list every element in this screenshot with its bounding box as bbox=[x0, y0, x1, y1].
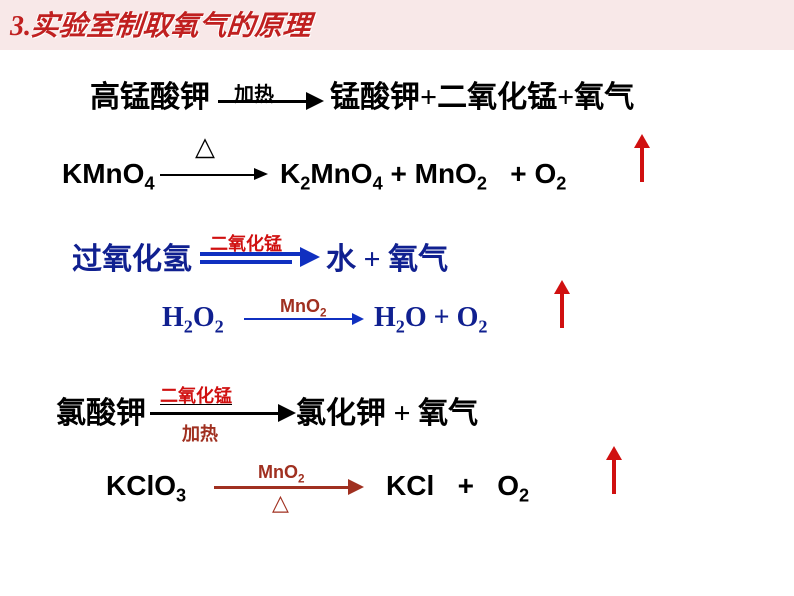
r3-arrow-f-line bbox=[214, 486, 352, 489]
r3-arrow-f-head bbox=[348, 479, 364, 495]
r3-condition-formula: MnO2 bbox=[258, 462, 305, 483]
r3-products-cn: 氯化钾 + 氧气 bbox=[296, 388, 478, 432]
r3-products-formula: KCl + O2 bbox=[386, 470, 529, 502]
plus: + bbox=[434, 470, 497, 501]
r2-condition-formula: MnO2 bbox=[280, 296, 327, 317]
text: MnO bbox=[415, 158, 477, 189]
text: O bbox=[193, 302, 215, 333]
r2-arrow-cn-line1 bbox=[200, 252, 304, 256]
sub: 4 bbox=[373, 174, 383, 194]
section-header: 3.实验室制取氧气的原理 bbox=[0, 0, 794, 50]
plus: + bbox=[427, 302, 457, 333]
r3-triangle-icon: △ bbox=[272, 492, 289, 514]
r2-products-cn: 水 + 氧气 bbox=[326, 234, 448, 278]
sub: 2 bbox=[556, 174, 566, 194]
r1-arrow-f-line bbox=[160, 174, 256, 176]
r3-gas-up-arrow-icon bbox=[612, 458, 616, 494]
sub: 2 bbox=[184, 317, 193, 337]
sub: 2 bbox=[477, 174, 487, 194]
sub: 2 bbox=[519, 486, 529, 506]
text: K bbox=[280, 158, 300, 189]
r3-condition-top: 二氧化锰 bbox=[160, 382, 232, 408]
r1-reactant-cn: 高锰酸钾 bbox=[90, 72, 210, 116]
r2-arrow-f-line bbox=[244, 318, 354, 320]
r2-reactant-cn: 过氧化氢 bbox=[72, 234, 192, 278]
r1-gas-up-arrow-icon bbox=[640, 146, 644, 182]
text: MnO bbox=[310, 158, 372, 189]
text: KClO bbox=[106, 470, 176, 501]
r2-arrow-f-head bbox=[352, 313, 364, 325]
r1-arrow-f-head bbox=[254, 168, 268, 180]
r1-arrow-cn-line bbox=[218, 100, 308, 103]
r3-reactant-formula: KClO3 bbox=[106, 470, 186, 502]
r2-gas-up-arrow-icon bbox=[560, 292, 564, 328]
slide-content: 高锰酸钾 加热 锰酸钾+二氧化锰+氧气 KMnO4 △ K2MnO4 + MnO… bbox=[0, 50, 794, 596]
text: O bbox=[497, 470, 519, 501]
text: MnO bbox=[280, 296, 320, 316]
r2-arrow-cn-head bbox=[300, 247, 320, 267]
text: KCl bbox=[386, 470, 434, 501]
sub: 2 bbox=[300, 174, 310, 194]
r1-reactant-formula: KMnO4 bbox=[62, 158, 155, 190]
r1-products-cn: 锰酸钾+二氧化锰+氧气 bbox=[330, 72, 634, 116]
text: O bbox=[457, 302, 479, 333]
r1-triangle-icon: △ bbox=[195, 134, 215, 160]
section-number: 3. bbox=[10, 11, 31, 42]
plus: + bbox=[383, 158, 415, 189]
sub: 2 bbox=[478, 317, 487, 337]
r1-arrow-cn-head bbox=[306, 92, 324, 110]
text: O bbox=[405, 302, 427, 333]
r3-arrow-cn-head bbox=[278, 404, 296, 422]
r2-arrow-cn-line2 bbox=[200, 260, 292, 264]
sub: 4 bbox=[144, 174, 154, 194]
text: H bbox=[374, 302, 396, 333]
r3-condition-bottom: 加热 bbox=[182, 420, 218, 446]
plus: + bbox=[503, 158, 535, 189]
r1-products-formula: K2MnO4 + MnO2 + O2 bbox=[280, 158, 566, 190]
sub: 2 bbox=[215, 317, 224, 337]
r2-products-formula: H2O + O2 bbox=[374, 302, 488, 334]
r2-reactant-formula: H2O2 bbox=[162, 302, 224, 334]
r3-arrow-cn-line bbox=[150, 412, 282, 415]
text: MnO bbox=[258, 462, 298, 482]
sub: 3 bbox=[176, 486, 186, 506]
sub: 2 bbox=[298, 473, 305, 486]
text: H bbox=[162, 302, 184, 333]
text: O bbox=[534, 158, 556, 189]
r3-reactant-cn: 氯酸钾 bbox=[56, 388, 146, 432]
section-title: 实验室制取氧气的原理 bbox=[29, 4, 313, 44]
text: KMnO bbox=[62, 158, 144, 189]
sub: 2 bbox=[396, 317, 405, 337]
